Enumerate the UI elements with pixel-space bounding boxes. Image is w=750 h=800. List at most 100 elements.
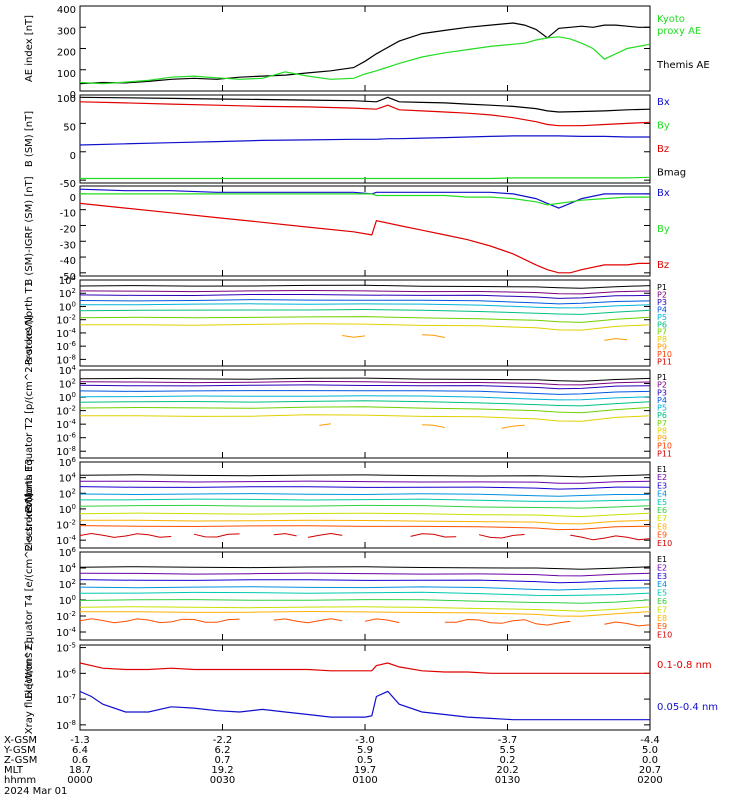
plot-area xyxy=(80,188,650,274)
legend-entry: By xyxy=(657,120,670,131)
series-segment-e9 xyxy=(444,618,571,626)
y-tick-label: -50 xyxy=(60,272,76,283)
series-line-e5 xyxy=(80,498,650,502)
series-line-e3 xyxy=(80,486,650,490)
legend-entry: E6 xyxy=(657,597,667,606)
y-tick-label: 10-8 xyxy=(56,719,76,732)
axis-row-value: -2.2 xyxy=(213,735,233,746)
legend-entry: E1 xyxy=(657,465,667,474)
legend-entry: P6 xyxy=(657,411,667,420)
panel-b_igrf: 0-10-20-30-40-50B (SM)-IGRF (SM) [nT] BxB… xyxy=(24,176,670,285)
axis-row-value: 19.2 xyxy=(211,765,233,776)
series-segment-e10 xyxy=(307,532,343,538)
plot-area xyxy=(80,474,650,541)
y-tick-label: 10-2 xyxy=(56,314,76,327)
y-axis-label: Electrons Equator T4 [e/(cm^2-s-sr-keV)] xyxy=(24,493,35,699)
legend-xray: 0.1-0.8 nm 0.05-0.4 nm xyxy=(657,660,718,713)
legend-entry: Themis AE xyxy=(656,60,710,71)
legend-entry: E9 xyxy=(657,531,667,540)
series-segment-e9 xyxy=(80,618,240,624)
series-segment-p9 xyxy=(421,334,445,338)
series-line-e3 xyxy=(80,579,650,584)
axis-row-value: 0200 xyxy=(637,775,662,786)
y-tick-label: 102 xyxy=(59,578,76,591)
axis-row-value: -4.4 xyxy=(640,735,660,746)
panel-frame xyxy=(79,279,651,367)
series-line-e4 xyxy=(80,493,650,497)
series-line-by xyxy=(80,176,650,180)
y-tick-label: 100 xyxy=(59,503,76,516)
legend-entry: E7 xyxy=(657,605,667,614)
y-tick-label: 106 xyxy=(59,456,77,469)
y-axis-label: Protons North T1 xyxy=(24,281,35,365)
series-line-kyoto-proxy-ae xyxy=(80,36,650,85)
series-line-e4 xyxy=(80,586,650,591)
legend-entry: E2 xyxy=(657,563,667,572)
series-line-e7 xyxy=(80,606,650,612)
legend-entry: P6 xyxy=(657,320,667,329)
y-tick-label: 10-4 xyxy=(56,327,76,340)
series-line-p4 xyxy=(80,299,650,305)
legend-entry: P11 xyxy=(657,358,672,367)
plot-area xyxy=(80,96,650,180)
y-tick-label: -10 xyxy=(60,209,76,220)
y-tick-label: 10-2 xyxy=(56,405,76,418)
legend-entry: E6 xyxy=(657,506,667,515)
y-tick-label: -20 xyxy=(60,224,76,235)
legend-entry: Kyoto xyxy=(657,14,685,25)
axis-row-value: 20.2 xyxy=(496,765,518,776)
axis-row-value: 5.5 xyxy=(500,745,516,756)
plot-area xyxy=(80,662,650,721)
axis-row-value: 0030 xyxy=(210,775,235,786)
legend-entry: By xyxy=(657,224,670,235)
y-tick-label: 0 xyxy=(70,193,76,204)
date-label: 2024 Mar 01 xyxy=(4,786,67,797)
legend-entry: P3 xyxy=(657,388,667,397)
axis-row-value: 6.2 xyxy=(215,745,231,756)
axis-row-label: Z-GSM xyxy=(4,755,37,766)
series-line-p3 xyxy=(80,384,650,390)
series-segment-e10 xyxy=(193,533,240,538)
series-segment-e9 xyxy=(604,621,650,627)
legend-entry: 0.05-0.4 nm xyxy=(657,702,718,713)
legend-entry: P10 xyxy=(657,350,672,359)
y-axis-label: B (SM)-IGRF (SM) [nT] xyxy=(24,176,35,285)
legend-entry: E5 xyxy=(657,589,667,598)
plot-area xyxy=(80,377,650,429)
series-line-p6 xyxy=(80,308,650,315)
legend-b_igrf: Bx By Bz xyxy=(657,188,670,271)
y-tick-label: 104 xyxy=(59,274,77,287)
series-line-p1 xyxy=(80,377,650,382)
y-tick-label: 100 xyxy=(59,300,76,313)
y-tick-label: 10-6 xyxy=(56,340,76,353)
legend-entry: P9 xyxy=(657,434,667,443)
y-tick-label: 100 xyxy=(59,391,76,404)
legend-entry: proxy AE xyxy=(657,26,701,37)
y-tick-label: -50 xyxy=(60,179,76,190)
axis-row-value: 0.7 xyxy=(215,755,231,766)
series-line-p4 xyxy=(80,390,650,395)
legend-entry: P2 xyxy=(657,290,667,299)
panel-frame xyxy=(79,185,651,277)
legend-entry: P3 xyxy=(657,298,667,307)
axis-row-label: Y-GSM xyxy=(3,745,36,756)
series-line-e5 xyxy=(80,591,650,597)
axis-row-value: 0100 xyxy=(352,775,377,786)
y-axis-label: Xray flux [W/m^2] xyxy=(24,641,35,735)
series-line-bx xyxy=(80,96,650,113)
series-line-0-05-0-4-nm xyxy=(80,690,650,721)
legend-entry: Bmag xyxy=(657,167,686,178)
legend-entry: E8 xyxy=(657,522,667,531)
y-tick-label: 10-6 xyxy=(56,432,76,445)
y-tick-label: 10-2 xyxy=(56,610,76,623)
series-line-p7 xyxy=(80,406,650,414)
series-segment-e9 xyxy=(364,618,400,624)
series-line-bz xyxy=(80,202,650,274)
y-tick-label: 102 xyxy=(59,378,76,391)
